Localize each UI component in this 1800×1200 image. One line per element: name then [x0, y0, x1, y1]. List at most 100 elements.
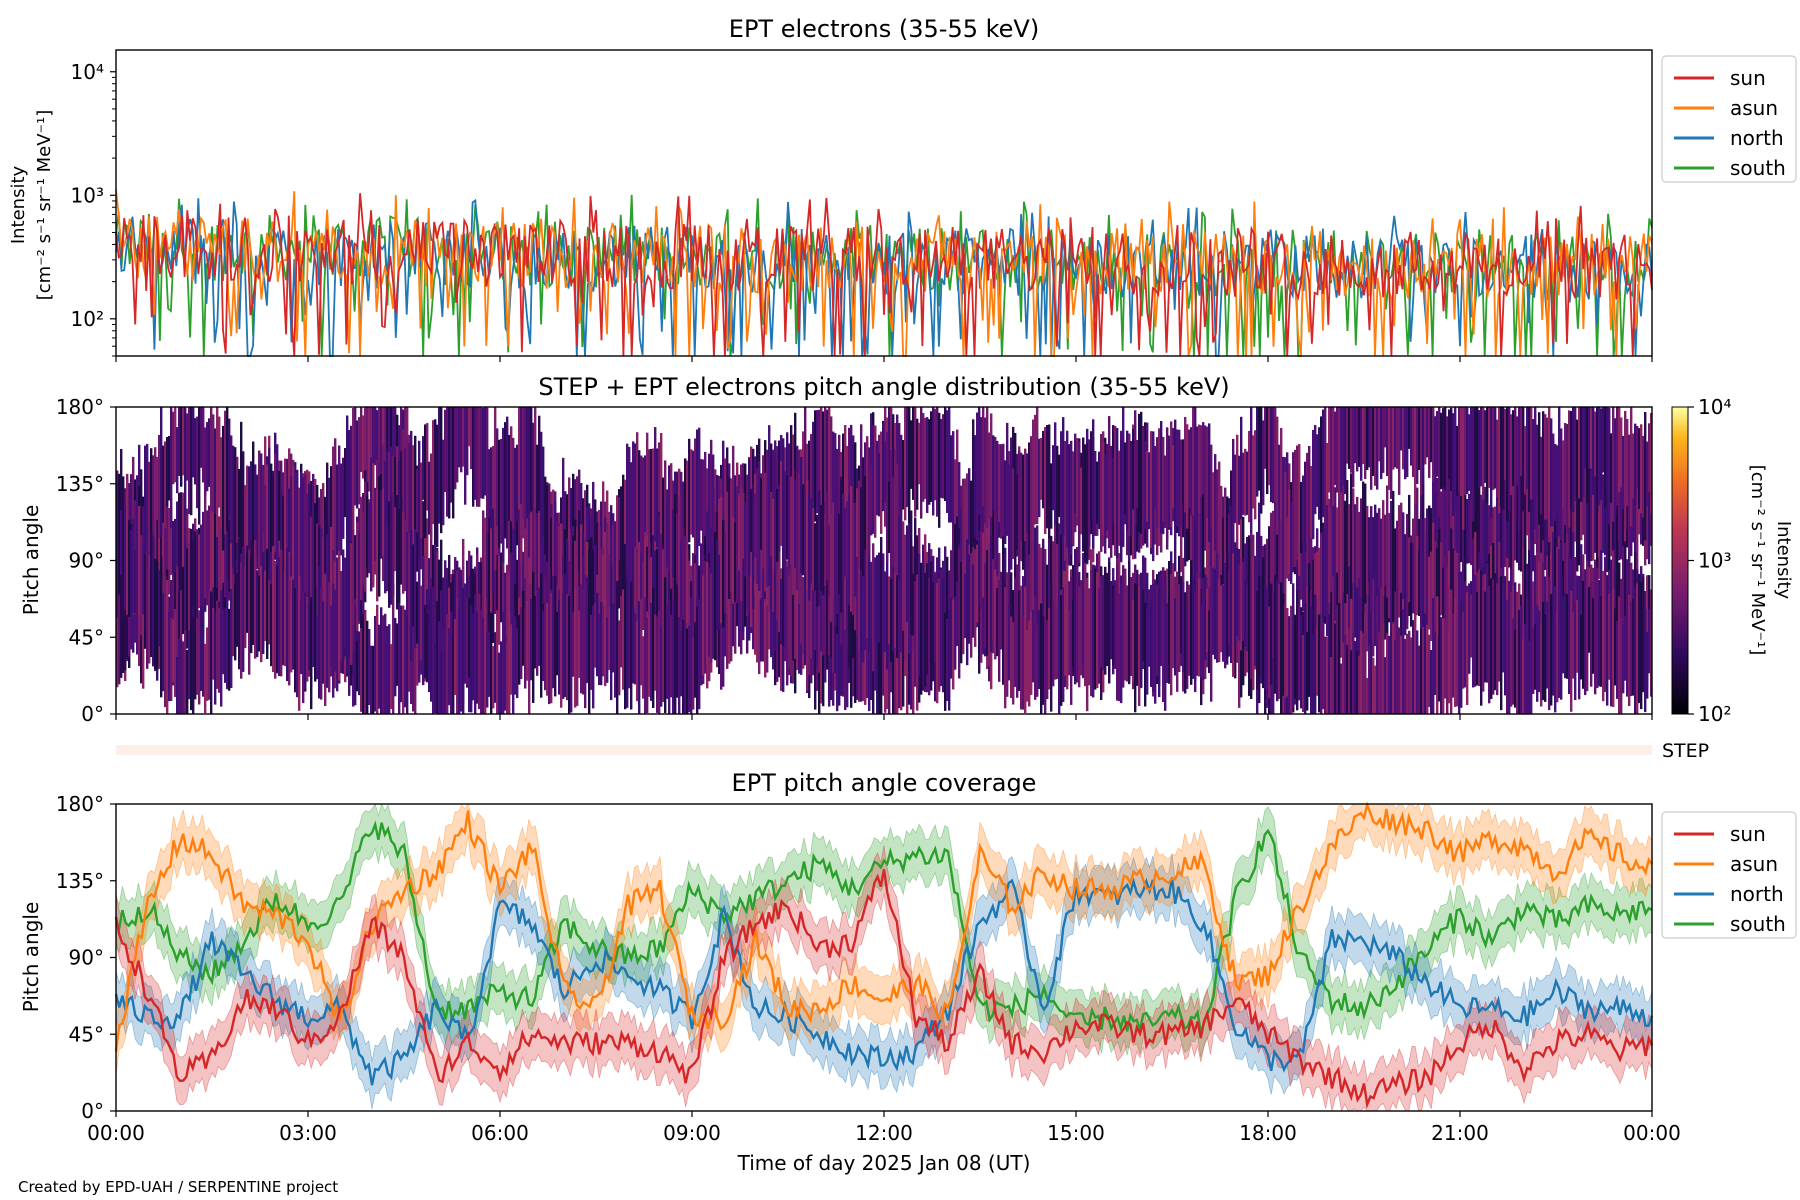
heatmap-cell-sun [1460, 602, 1463, 708]
heatmap-cell-sun [494, 632, 497, 703]
heatmap-cell-asun [276, 444, 279, 565]
heatmap-cell-sun [1368, 646, 1371, 714]
heatmap-cell-north [356, 591, 359, 692]
heatmap-cell-sun [1608, 593, 1611, 680]
heatmap-cell-asun [984, 417, 987, 524]
heatmap-cell-sun [626, 574, 629, 708]
heatmap-cell-asun [620, 486, 623, 603]
heatmap-cell-sun [566, 594, 569, 701]
heatmap-cell-asun [594, 545, 597, 653]
heatmap-cell-asun [120, 566, 123, 678]
heatmap-cell-south [1306, 483, 1309, 618]
heatmap-cell-south [1632, 467, 1635, 543]
heatmap-cell-sun [1376, 639, 1379, 714]
heatmap-cell-sun [1026, 630, 1029, 702]
heatmap-cell-sun [1484, 591, 1487, 683]
heatmap-cell-south [504, 572, 507, 648]
heatmap-cell-north [1452, 548, 1455, 647]
heatmap-cell-south [520, 527, 523, 652]
heatmap-cell-north [1428, 556, 1431, 630]
heatmap-cell-north [840, 618, 843, 696]
heatmap-cell-asun [198, 407, 201, 525]
x-tick-label: 21:00 [1431, 1121, 1489, 1145]
heatmap-cell-sun [718, 554, 721, 630]
heatmap-cell-south [1612, 485, 1615, 564]
heatmap-cell-sun [750, 488, 753, 553]
heatmap-cell-sun [1332, 631, 1335, 714]
heatmap-cell-sun [1298, 603, 1301, 701]
heatmap-cell-sun [1174, 598, 1177, 676]
heatmap-cell-sun [1610, 591, 1613, 707]
heatmap-cell-sun [1454, 598, 1457, 707]
heatmap-cell-asun [1608, 407, 1611, 525]
heatmap-cell-sun [1328, 614, 1331, 714]
heatmap-cell-sun [656, 616, 659, 713]
heatmap-cell-sun [874, 425, 877, 538]
heatmap-cell-south [1476, 466, 1479, 579]
heatmap-cell-sun [380, 490, 383, 559]
heatmap-cell-asun [646, 432, 649, 536]
heatmap-cell-sun [876, 440, 879, 516]
heatmap-cell-asun [816, 550, 819, 667]
heatmap-cell-sun [758, 461, 761, 591]
heatmap-cell-sun [1390, 630, 1393, 714]
heatmap-cell-sun [172, 619, 175, 682]
heatmap-cell-asun [598, 527, 601, 658]
heatmap-cell-sun [462, 587, 465, 714]
heatmap-cell-asun [1552, 433, 1555, 527]
coverage-line-north [114, 877, 1654, 1086]
heatmap-cell-sun [1482, 574, 1485, 692]
heatmap-cell-sun [354, 535, 357, 600]
heatmap-cell-sun [186, 650, 189, 714]
heatmap-cell-sun [390, 496, 393, 605]
heatmap-cell-sun [144, 554, 147, 630]
heatmap-cell-sun [1070, 576, 1073, 705]
heatmap-cell-asun [1606, 407, 1609, 489]
heatmap-cell-asun [1472, 407, 1475, 522]
heatmap-cell-sun [1644, 609, 1647, 713]
heatmap-cell-asun [960, 507, 963, 605]
heatmap-cell-asun [878, 552, 881, 643]
x-tick-label: 09:00 [663, 1121, 721, 1145]
heatmap-cell-sun [1264, 584, 1267, 690]
heatmap-cell-asun [688, 560, 691, 672]
heatmap-cell-south [1342, 566, 1345, 675]
heatmap-cell-asun [226, 407, 229, 531]
heatmap-cell-asun [428, 461, 431, 535]
heatmap-cell-south [1626, 482, 1629, 548]
heatmap-cell-sun [1572, 612, 1575, 679]
heatmap-cell-sun [786, 475, 789, 560]
heatmap-cell-sun [298, 575, 301, 711]
heatmap-cell-sun [270, 584, 273, 667]
heatmap-cell-sun [866, 436, 869, 559]
heatmap-cell-north [412, 581, 415, 712]
heatmap-cell-sun [1578, 576, 1581, 700]
heatmap-cell-asun [1034, 414, 1037, 525]
heatmap-cell-sun [962, 559, 965, 655]
heatmap-cell-sun [242, 546, 245, 672]
heatmap-cell-asun [1586, 407, 1589, 504]
heatmap-cell-north [406, 604, 409, 714]
heatmap-cell-sun [262, 551, 265, 654]
heatmap-cell-north [1614, 570, 1617, 640]
heatmap-cell-north [396, 623, 399, 686]
heatmap-cell-sun [486, 631, 489, 708]
heatmap-cell-asun [500, 439, 503, 544]
heatmap-cell-north [1212, 499, 1215, 630]
heatmap-cell-asun [1214, 454, 1217, 551]
heatmap-cell-north [208, 505, 211, 590]
heatmap-cell-asun [546, 485, 549, 562]
heatmap-cell-sun [1178, 584, 1181, 672]
heatmap-cell-sun [174, 609, 177, 697]
heatmap-cell-south [1470, 488, 1473, 565]
heatmap-cell-sun [812, 509, 815, 590]
heatmap-cell-sun [704, 564, 707, 674]
heatmap-cell-asun [1304, 461, 1307, 553]
heatmap-cell-sun [1196, 572, 1199, 676]
heatmap-cell-north [1514, 582, 1517, 668]
heatmap-cell-asun [1360, 407, 1363, 481]
heatmap-cell-north [386, 626, 389, 714]
heatmap-cell-asun [776, 539, 779, 621]
heatmap-cell-north [868, 612, 871, 712]
heatmap-cell-asun [798, 578, 801, 674]
